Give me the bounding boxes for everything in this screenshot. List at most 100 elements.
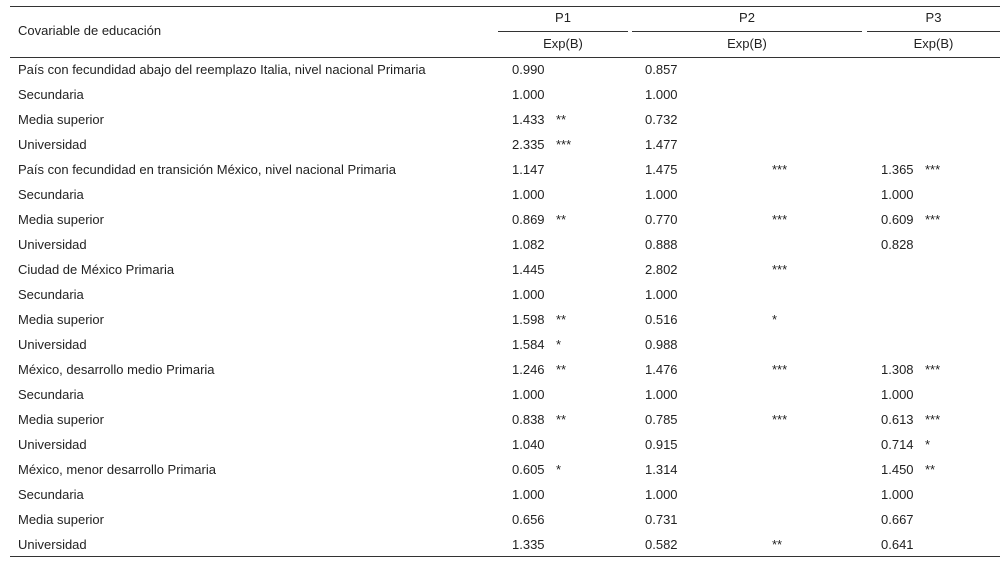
cell-value: 0.641 <box>881 537 914 552</box>
cell-value: 1.000 <box>645 187 678 202</box>
row-label: Media superior <box>18 512 104 527</box>
cell-significance: ** <box>556 412 567 427</box>
cell-value: 0.714 <box>881 437 914 452</box>
row-label: Universidad <box>18 537 87 552</box>
row-label: Secundaria <box>18 487 84 502</box>
cell-value: 1.445 <box>512 262 545 277</box>
row-label: Universidad <box>18 237 87 252</box>
cell-value: 1.365 <box>881 162 914 177</box>
cell-significance: ** <box>556 362 567 377</box>
cell-value: 0.605 <box>512 462 545 477</box>
cell-value: 1.584 <box>512 337 545 352</box>
cell-value: 1.000 <box>881 187 914 202</box>
row-label: Secundaria <box>18 87 84 102</box>
cell-value: 1.000 <box>645 87 678 102</box>
cell-value: 1.433 <box>512 112 545 127</box>
cell-value: 1.000 <box>512 287 545 302</box>
cell-value: 1.000 <box>512 487 545 502</box>
cell-value: 0.915 <box>645 437 678 452</box>
cell-value: 0.731 <box>645 512 678 527</box>
cell-significance: ** <box>925 462 936 477</box>
cell-value: 0.667 <box>881 512 914 527</box>
header-label: Covariable de educación <box>18 23 162 38</box>
cell-value: 0.990 <box>512 62 545 77</box>
cell-value: 1.314 <box>645 462 678 477</box>
rule <box>10 556 1000 557</box>
row-label: Universidad <box>18 437 87 452</box>
cell-value: 0.656 <box>512 512 545 527</box>
rule <box>10 6 1000 7</box>
cell-significance: ** <box>772 537 783 552</box>
cell-value: 1.598 <box>512 312 545 327</box>
cell-significance: *** <box>925 212 941 227</box>
cell-value: 0.785 <box>645 412 678 427</box>
row-label: Universidad <box>18 137 87 152</box>
cell-value: 1.082 <box>512 237 545 252</box>
row-label: Secundaria <box>18 387 84 402</box>
cell-value: 1.450 <box>881 462 914 477</box>
cell-significance: *** <box>925 412 941 427</box>
cell-significance: * <box>556 337 562 352</box>
rule <box>632 31 862 32</box>
cell-value: 1.000 <box>512 187 545 202</box>
cell-value: 1.000 <box>645 487 678 502</box>
group-header: P3 <box>925 10 942 25</box>
cell-significance: * <box>925 437 931 452</box>
cell-value: 1.000 <box>645 387 678 402</box>
cell-value: 0.828 <box>881 237 914 252</box>
rule <box>10 57 1000 58</box>
cell-value: 0.857 <box>645 62 678 77</box>
cell-significance: * <box>556 462 562 477</box>
cell-value: 1.147 <box>512 162 545 177</box>
sub-header: Exp(B) <box>543 36 583 51</box>
cell-value: 1.000 <box>512 87 545 102</box>
cell-value: 0.888 <box>645 237 678 252</box>
cell-value: 0.609 <box>881 212 914 227</box>
cell-value: 1.335 <box>512 537 545 552</box>
cell-significance: *** <box>772 262 788 277</box>
group-header: P1 <box>555 10 571 25</box>
row-label: Media superior <box>18 312 104 327</box>
row-label: Ciudad de México Primaria <box>18 262 175 277</box>
cell-significance: *** <box>772 362 788 377</box>
cell-significance: * <box>772 312 778 327</box>
cell-significance: *** <box>925 162 941 177</box>
cell-significance: *** <box>772 162 788 177</box>
cell-significance: *** <box>925 362 941 377</box>
cell-value: 2.335 <box>512 137 545 152</box>
cell-value: 2.802 <box>645 262 678 277</box>
cell-value: 0.516 <box>645 312 678 327</box>
cell-value: 1.000 <box>881 387 914 402</box>
cell-value: 1.000 <box>512 387 545 402</box>
row-label: Media superior <box>18 212 104 227</box>
row-label: Media superior <box>18 412 104 427</box>
cell-significance: ** <box>556 312 567 327</box>
cell-value: 1.475 <box>645 162 678 177</box>
cell-value: 1.040 <box>512 437 545 452</box>
cell-value: 1.477 <box>645 137 678 152</box>
row-label: Secundaria <box>18 287 84 302</box>
row-label: México, desarrollo medio Primaria <box>18 362 215 377</box>
row-label: País con fecundidad abajo del reemplazo … <box>18 62 426 77</box>
cell-significance: ** <box>556 212 567 227</box>
sub-header: Exp(B) <box>727 36 767 51</box>
row-label: México, menor desarrollo Primaria <box>18 462 216 477</box>
cell-significance: *** <box>772 212 788 227</box>
row-label: Media superior <box>18 112 104 127</box>
group-header: P2 <box>739 10 755 25</box>
sub-header: Exp(B) <box>913 36 954 51</box>
rule <box>498 31 628 32</box>
cell-significance: *** <box>772 412 788 427</box>
cell-significance: ** <box>556 112 567 127</box>
cell-value: 1.308 <box>881 362 914 377</box>
cell-value: 0.732 <box>645 112 678 127</box>
cell-value: 0.869 <box>512 212 545 227</box>
row-label: Secundaria <box>18 187 84 202</box>
row-label: País con fecundidad en transición México… <box>18 162 396 177</box>
cell-value: 1.000 <box>881 487 914 502</box>
cell-value: 0.988 <box>645 337 678 352</box>
cell-significance: *** <box>556 137 572 152</box>
cell-value: 0.770 <box>645 212 678 227</box>
cell-value: 0.582 <box>645 537 678 552</box>
